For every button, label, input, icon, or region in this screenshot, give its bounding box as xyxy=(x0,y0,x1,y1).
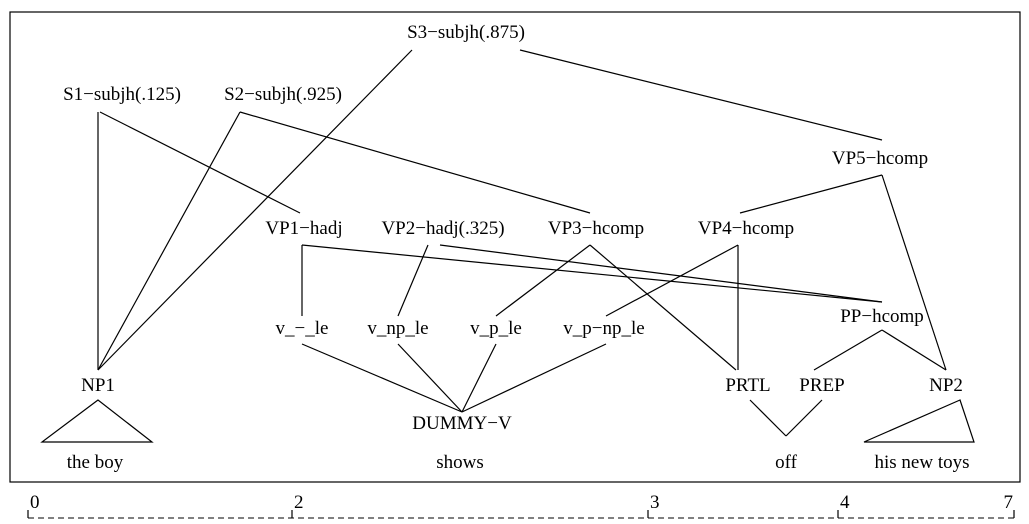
edge-pp-prep xyxy=(813,329,883,371)
edge-vp3-v4 xyxy=(495,244,591,317)
node-dummy-v: DUMMY−V xyxy=(412,413,512,434)
edge-s1-vp1 xyxy=(99,111,301,214)
node-np2: NP2 xyxy=(929,375,963,396)
node-vp1: VP1−hadj xyxy=(265,218,342,239)
position-axis: 0 2 3 4 7 xyxy=(27,492,1015,519)
diagram-frame xyxy=(9,11,1021,483)
node-vp4: VP4−hcomp xyxy=(698,218,794,239)
edges xyxy=(97,49,947,437)
edge-s2-np1 xyxy=(97,111,241,371)
edge-v2-dummy xyxy=(397,343,463,413)
node-v2: v_np_le xyxy=(367,318,428,339)
node-v1: v_−_le xyxy=(276,318,329,339)
node-vp3: VP3−hcomp xyxy=(548,218,644,239)
word-labels: the boy shows off his new toys xyxy=(67,452,970,473)
edge-vp5-vp4 xyxy=(739,174,883,214)
node-labels: S3−subjh(.875) S1−subjh(.125) S2−subjh(.… xyxy=(63,22,963,434)
node-s3: S3−subjh(.875) xyxy=(407,22,525,43)
node-np1: NP1 xyxy=(81,375,115,396)
word-his-new-toys: his new toys xyxy=(875,452,970,473)
node-prep: PREP xyxy=(799,375,844,396)
edge-vp5-np2 xyxy=(881,174,947,371)
word-shows: shows xyxy=(436,452,484,473)
word-the-boy: the boy xyxy=(67,452,124,473)
node-prtl: PRTL xyxy=(725,375,770,396)
axis-label-0: 0 xyxy=(30,492,40,513)
axis-label-4: 4 xyxy=(840,492,850,513)
edge-s2-vp3 xyxy=(239,111,591,214)
edge-pp-np2 xyxy=(881,329,947,371)
edge-vp2-pp xyxy=(439,244,883,303)
axis-label-7: 7 xyxy=(1004,492,1014,513)
edge-v1-dummy xyxy=(301,343,463,413)
edge-v4-dummy xyxy=(461,343,607,413)
edge-vp3-prtl xyxy=(589,244,737,371)
edge-s3-np1 xyxy=(97,49,413,371)
edge-vp2-v2 xyxy=(397,244,429,317)
word-off: off xyxy=(775,452,797,473)
node-vp2: VP2−hadj(.325) xyxy=(381,218,504,239)
edge-prtl-off xyxy=(749,399,787,437)
axis-label-2: 2 xyxy=(294,492,304,513)
np2-triangle xyxy=(863,399,975,443)
edge-s3-vp5 xyxy=(519,49,883,141)
edge-prep-off xyxy=(785,399,823,437)
node-s2: S2−subjh(.925) xyxy=(224,84,342,105)
node-v3: v_p_le xyxy=(470,318,522,339)
node-pp: PP−hcomp xyxy=(840,306,924,327)
edge-v3-dummy xyxy=(461,343,497,413)
edge-vp1-pp xyxy=(301,244,883,303)
node-s1: S1−subjh(.125) xyxy=(63,84,181,105)
node-vp5: VP5−hcomp xyxy=(832,148,928,169)
np1-triangle xyxy=(40,399,154,443)
axis-label-3: 3 xyxy=(650,492,660,513)
node-v4: v_p−np_le xyxy=(563,318,644,339)
edge-vp4-v4 xyxy=(605,244,739,317)
